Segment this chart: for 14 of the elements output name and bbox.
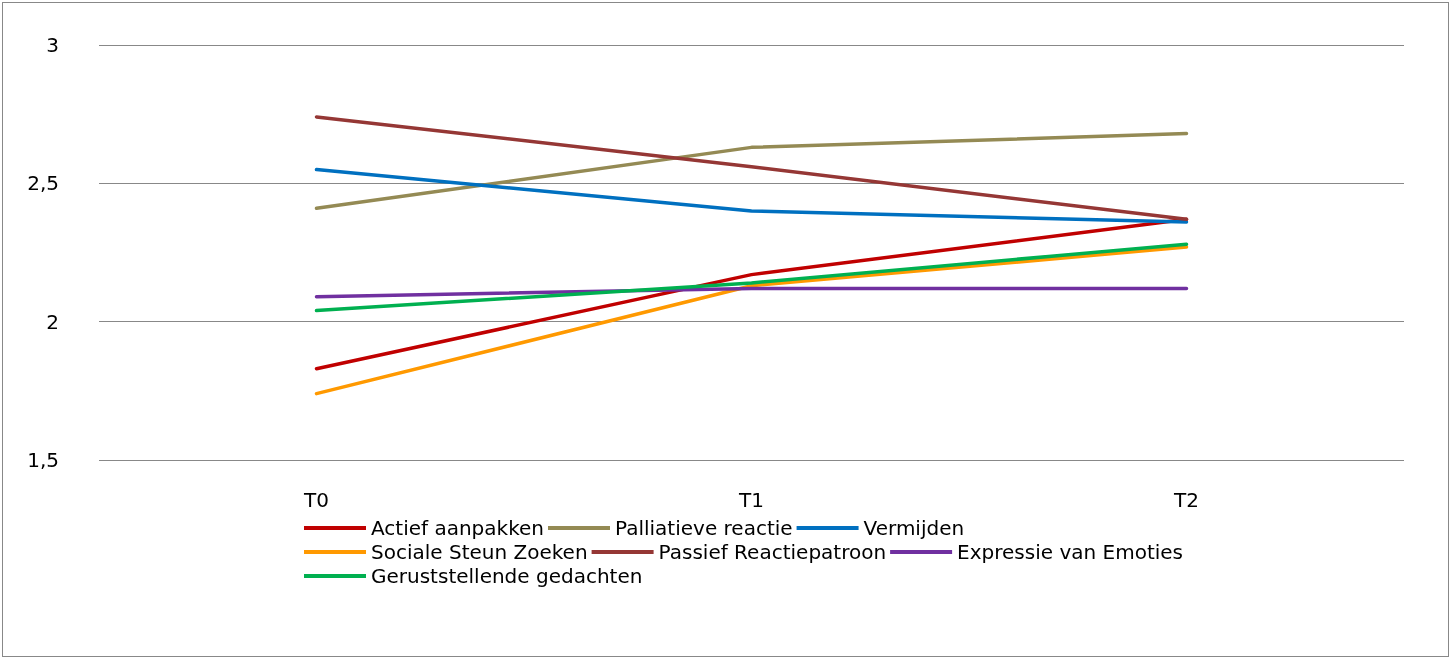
x-tick-label: T1 [738,488,764,512]
x-tick-label: T2 [1173,488,1199,512]
legend-label: Palliatieve reactie [615,516,793,540]
y-tick-label: 2 [46,309,59,334]
legend-label: Sociale Steun Zoeken [371,540,588,564]
legend-label: Actief aanpakken [371,516,544,540]
legend-label: Passief Reactiepatroon [658,540,887,564]
y-tick-label: 1,5 [27,448,59,472]
legend-label: Expressie van Emoties [957,540,1184,564]
y-tick-label: 3 [46,33,59,57]
legend-label: Geruststellende gedachten [371,564,643,588]
legend-label: Vermijden [863,516,965,540]
x-tick-label: T0 [303,488,329,512]
y-tick-label: 2,5 [27,171,59,196]
